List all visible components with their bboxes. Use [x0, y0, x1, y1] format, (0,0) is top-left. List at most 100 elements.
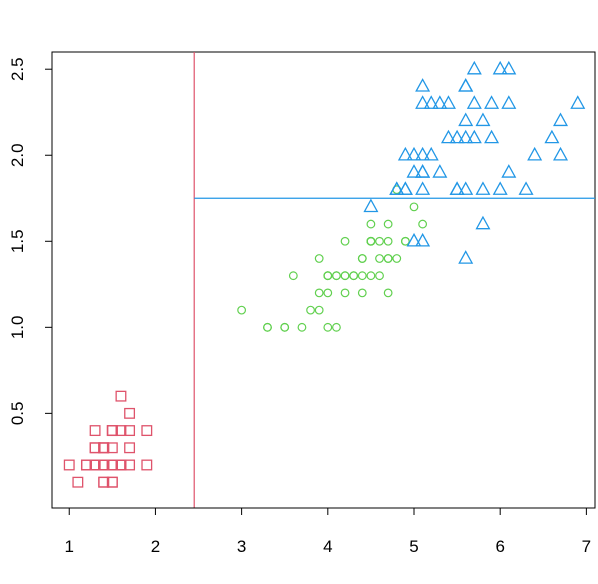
triangle-marker — [484, 129, 500, 144]
circle-marker — [383, 288, 393, 298]
triangle-marker — [484, 95, 500, 109]
square-marker — [81, 459, 92, 471]
circle-marker — [323, 288, 333, 298]
triangle-marker — [406, 164, 422, 178]
triangle-marker — [449, 181, 465, 195]
triangle-marker — [475, 112, 491, 127]
circle-marker — [383, 219, 393, 229]
triangle-marker — [415, 78, 431, 92]
triangle-marker — [415, 146, 431, 161]
circle-marker — [366, 219, 376, 229]
triangle-points — [363, 60, 586, 264]
circle-marker — [392, 254, 402, 263]
circle-marker — [323, 322, 333, 332]
circle-marker — [366, 236, 376, 246]
triangle-marker — [466, 95, 482, 109]
triangle-marker — [449, 129, 465, 144]
triangle-marker — [458, 112, 474, 127]
square-marker — [63, 459, 75, 471]
circle-points — [237, 185, 428, 332]
square-marker — [98, 459, 110, 471]
circle-marker — [314, 254, 324, 263]
square-marker — [124, 442, 136, 454]
square-marker — [106, 476, 118, 488]
circle-marker — [314, 288, 324, 298]
triangle-marker — [397, 146, 413, 161]
circle-marker — [409, 202, 419, 212]
y-tick-label: 0.5 — [8, 402, 27, 426]
x-tick-label: 2 — [151, 537, 160, 556]
triangle-marker — [449, 181, 465, 195]
triangle-marker — [458, 78, 474, 92]
triangle-marker — [406, 232, 422, 247]
circle-marker — [297, 322, 307, 332]
square-marker — [98, 442, 110, 454]
square-points — [63, 390, 153, 488]
triangle-marker — [501, 60, 517, 75]
triangle-marker — [466, 60, 482, 75]
circle-marker — [357, 288, 367, 298]
triangle-marker — [501, 164, 517, 178]
triangle-marker — [458, 129, 474, 144]
square-marker — [106, 442, 118, 454]
square-marker — [106, 425, 118, 437]
square-marker — [89, 459, 101, 471]
triangle-marker — [475, 181, 491, 195]
triangle-marker — [440, 95, 456, 109]
square-marker — [106, 459, 118, 471]
circle-marker — [375, 236, 384, 246]
triangle-marker — [458, 181, 474, 195]
triangle-marker — [570, 95, 586, 109]
triangle-marker — [492, 60, 508, 75]
circle-marker — [383, 236, 393, 246]
circle-marker — [332, 271, 341, 281]
triangle-marker — [389, 181, 405, 195]
circle-marker — [237, 305, 247, 315]
square-marker — [89, 442, 101, 454]
triangle-marker — [415, 164, 431, 178]
triangle-marker — [432, 164, 448, 178]
circle-marker — [332, 322, 341, 332]
y-tick-label: 2.0 — [8, 143, 27, 167]
x-tick-label: 4 — [323, 537, 332, 556]
triangle-marker — [475, 215, 491, 230]
circle-marker — [375, 271, 384, 281]
triangle-marker — [553, 112, 569, 127]
triangle-marker — [406, 146, 422, 161]
circle-marker — [340, 236, 350, 246]
triangle-marker — [440, 129, 456, 144]
triangle-marker — [458, 78, 474, 92]
square-marker — [98, 476, 110, 488]
triangle-marker — [415, 164, 431, 178]
square-marker — [141, 425, 153, 437]
x-tick-label: 6 — [495, 537, 504, 556]
circle-marker — [418, 219, 428, 229]
data-points — [63, 60, 586, 488]
triangle-marker — [432, 95, 448, 109]
square-marker — [115, 390, 127, 402]
circle-marker — [280, 322, 290, 332]
square-marker — [124, 407, 136, 419]
triangle-marker — [423, 95, 439, 109]
x-axis: 1 2 3 4 5 6 7 — [65, 507, 591, 556]
triangle-marker — [415, 181, 431, 195]
circle-marker — [383, 254, 393, 263]
triangle-marker — [423, 146, 439, 161]
square-marker — [89, 425, 101, 437]
circle-marker — [400, 236, 410, 246]
square-marker — [72, 476, 84, 488]
plot-frame — [51, 51, 596, 509]
x-tick-label: 1 — [65, 537, 74, 556]
triangle-marker — [415, 95, 431, 109]
y-tick-label: 1.0 — [8, 316, 27, 340]
circle-marker — [357, 254, 367, 263]
circle-marker — [366, 271, 376, 281]
y-tick-label: 2.5 — [8, 57, 27, 81]
triangle-marker — [458, 250, 474, 264]
triangle-marker — [492, 181, 508, 195]
triangle-marker — [544, 129, 560, 144]
triangle-marker — [527, 146, 543, 161]
square-marker — [115, 459, 127, 471]
triangle-marker — [397, 181, 413, 195]
